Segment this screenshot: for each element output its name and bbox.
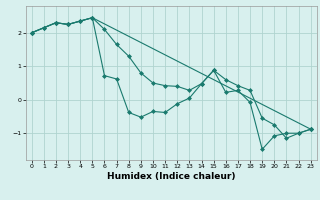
X-axis label: Humidex (Indice chaleur): Humidex (Indice chaleur): [107, 172, 236, 181]
